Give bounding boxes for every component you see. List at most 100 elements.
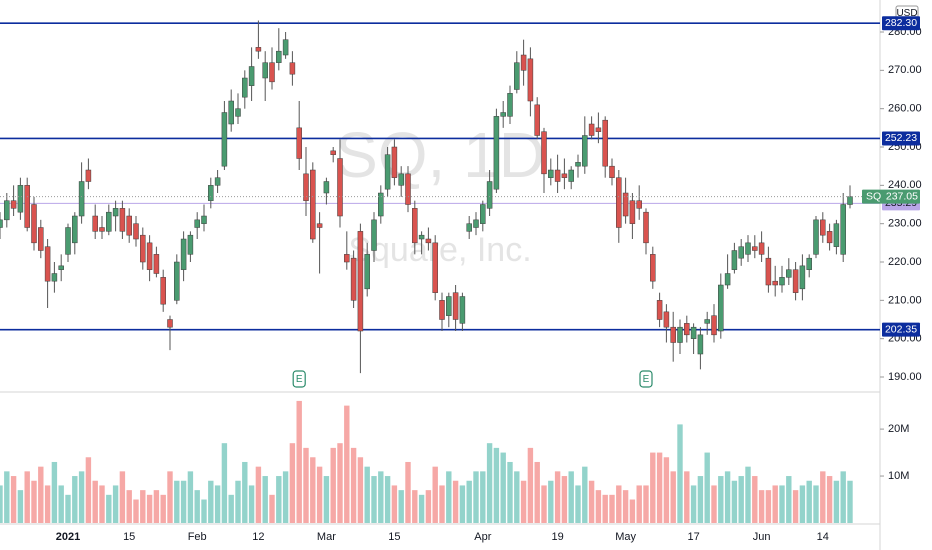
volume-bar [813,485,819,523]
volume-bar [371,476,377,523]
candle-body [684,323,690,336]
volume-bar [561,476,568,523]
candle-body [493,116,500,190]
candle-body [704,319,710,324]
candle-body [24,185,30,228]
volume-bar [548,480,554,523]
candle-body [119,208,126,232]
candle-body [758,242,765,255]
candle-body [228,100,234,125]
volume-bar [78,471,85,523]
candle-body [724,273,731,286]
earnings-marker [639,370,653,388]
volume-bar [466,480,472,523]
volume-bar [792,490,799,523]
x-tick-label: 17 [687,531,699,543]
volume-bar [146,494,153,523]
volume-bar [786,476,792,523]
volume-bar [269,494,275,523]
candle-body [78,181,85,217]
volume-bar [364,466,370,523]
y-tick-label: 190.00 [888,371,922,383]
volume-bar [507,461,513,523]
x-tick-label: Jun [753,531,771,543]
volume-bar [357,457,364,523]
candle-body [602,119,608,167]
candle-body [58,265,64,270]
volume-bar [276,476,282,523]
candle-body [398,173,404,186]
candle-body [248,66,255,86]
volume-bar [17,490,24,523]
candle-body [452,292,459,320]
price-line-label-box [882,322,920,337]
candle-body [4,200,10,221]
candle-body [446,296,452,316]
volume-bar [398,490,404,523]
candle-body [738,246,744,259]
volume-bar [847,480,853,523]
candle-body [140,234,146,263]
volume-bar [432,466,438,523]
volume-bar [51,461,58,523]
volume-bar [201,499,207,523]
candle-body [106,211,112,232]
candle-body [323,181,330,194]
x-tick-label: 14 [817,531,829,543]
candle-body [582,135,588,167]
candle-body [242,77,248,98]
volume-bar [568,471,574,523]
candle-body [772,280,778,286]
volume-bar [248,485,255,523]
volume-bar [99,485,105,523]
volume-bar [38,466,44,523]
volume-bar [820,471,826,523]
earnings-label: E [296,374,303,385]
volume-bar [609,494,615,523]
candle-body [276,50,282,63]
x-tick-label: 12 [252,531,264,543]
volume-bar [534,461,540,523]
volume-bar [799,485,806,523]
candle-body [235,108,241,117]
candle-body [697,334,704,355]
candle-body [561,173,568,178]
volume-bar [684,471,690,523]
volume-bar [262,476,268,523]
candle-body [344,254,350,263]
candle-body [31,204,37,244]
volume-bar [350,447,357,523]
y-tick-label: 270.00 [888,64,922,76]
volume-bar [575,485,581,523]
volume-bar [303,447,309,523]
volume-bar [480,471,486,523]
volume-bar [282,471,289,523]
candle-body [337,158,343,217]
candle-body [520,54,527,71]
volume-tick-label: 20M [888,423,909,435]
candle-body [85,169,92,182]
volume-bar [663,457,670,523]
candle-body [160,277,166,305]
volume-bar [323,476,330,523]
candle-body [677,326,683,343]
candle-body [636,200,642,209]
volume-bar [228,494,234,523]
candle-body [833,223,840,247]
x-tick-label: 15 [388,531,400,543]
volume-bar [711,485,717,523]
volume-bar [514,471,520,523]
candle-body [752,246,758,251]
volume-bar [718,476,724,523]
candle-body [765,257,772,286]
volume-bar [765,490,772,523]
candle-body [690,326,697,339]
volume-bar [153,490,160,523]
volume-bar [242,461,248,523]
volume-bar [44,485,51,523]
candle-body [527,58,534,102]
candle-body [486,181,493,209]
x-tick-label: 2021 [56,531,80,543]
symbol-label: SQ [866,190,881,202]
